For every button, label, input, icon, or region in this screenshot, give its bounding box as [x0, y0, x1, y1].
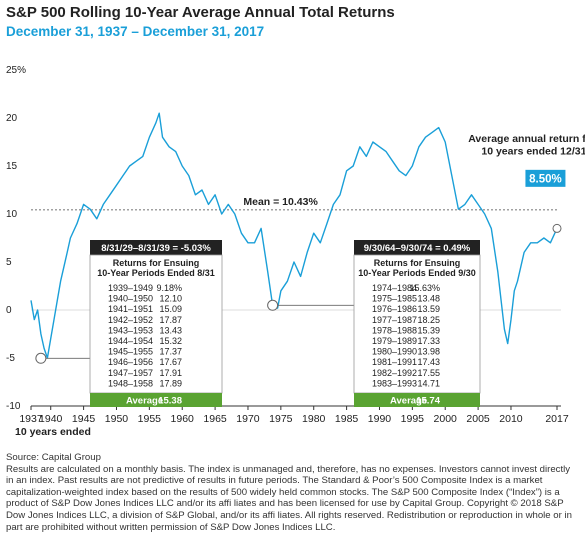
x-tick-label: 1980 [302, 413, 326, 425]
table-right-header: 9/30/64–9/30/74 = 0.49% [364, 243, 471, 254]
table-right-row-period: 1980–1990 [372, 347, 417, 357]
x-tick-label: 2005 [466, 413, 490, 425]
table-left-subheader-1: Returns for Ensuing [113, 258, 200, 268]
table-right-row-period: 1981–1991 [372, 357, 417, 367]
table-right-row-value: 13.48 [417, 294, 440, 304]
x-tick-label: 2010 [499, 413, 523, 425]
x-axis-label: 10 years ended [15, 426, 91, 438]
x-tick-label: 1990 [368, 413, 392, 425]
source-note: Source: Capital Group [6, 452, 101, 463]
series-line [30, 112, 558, 359]
mean-label: Mean = 10.43% [243, 196, 318, 208]
table-right-row-period: 1974–1984 [372, 283, 417, 293]
table-right-row-period: 1983–1993 [372, 378, 417, 388]
table-left-header-bg [90, 240, 222, 255]
x-tick-label: 2000 [434, 413, 458, 425]
table-right-row-value: 15.63% [409, 283, 440, 293]
x-tick-label: 1955 [138, 413, 162, 425]
table-right-row-value: 17.43 [417, 357, 440, 367]
table-right-header-bg [354, 240, 480, 255]
y-tick-label: 10 [6, 209, 18, 220]
table-right-row-period: 1982–1992 [372, 368, 417, 378]
table-right-row-period: 1976–1986 [372, 304, 417, 314]
x-tick-label: 1950 [105, 413, 129, 425]
table-left-row-period: 1948–1958 [108, 378, 153, 388]
y-tick-label: 15 [6, 161, 18, 172]
x-tick-label: 2017 [545, 413, 569, 425]
table-left-average-label: Average [126, 396, 163, 407]
table-left-row-value: 17.67 [159, 357, 182, 367]
x-tick-label: 1965 [203, 413, 227, 425]
table-left-average-bg [90, 393, 222, 407]
table-left-average-value: 15.38 [158, 396, 182, 407]
chart-title: S&P 500 Rolling 10-Year Average Annual T… [6, 4, 395, 21]
table-right-row-period: 1977–1987 [372, 315, 417, 325]
table-right-average-bg [354, 393, 480, 407]
y-tick-label: -5 [6, 353, 15, 364]
table-right-row-value: 13.98 [417, 347, 440, 357]
disclaimer-text: Results are calculated on a monthly basi… [6, 463, 572, 533]
table-right-average-label: Average [390, 396, 427, 407]
y-tick-label: 20 [6, 113, 18, 124]
table-right-row-value: 17.33 [417, 336, 440, 346]
table-right-row-value: 18.25 [417, 315, 440, 325]
y-tick-label: 25% [6, 65, 26, 76]
table-right-row-value: 17.55 [417, 368, 440, 378]
table-left-row-period: 1947–1957 [108, 368, 153, 378]
table-left-subheader-2: 10-Year Periods Ended 8/31 [97, 268, 215, 278]
x-tick-label: 1970 [236, 413, 260, 425]
table-left-row-value: 15.32 [159, 336, 182, 346]
x-tick-label: 1995 [401, 413, 425, 425]
table-right-row-period: 1978–1988 [372, 325, 417, 335]
footnotes: Source: Capital Group Results are calcul… [6, 452, 580, 533]
x-tick-label: 1945 [72, 413, 96, 425]
table-right-body [353, 254, 481, 394]
table-left-marker [35, 352, 47, 364]
table-left-row-value: 9.18% [156, 283, 182, 293]
table-left-row-value: 12.10 [159, 294, 182, 304]
table-left-body [89, 254, 223, 394]
table-right-marker [267, 299, 279, 311]
table-right-row-value: 14.71 [417, 378, 440, 388]
table-right-subheader-1: Returns for Ensuing [374, 258, 461, 268]
table-left-row-period: 1942–1952 [108, 315, 153, 325]
x-tick-label: 1940 [39, 413, 63, 425]
y-tick-label: 5 [6, 257, 12, 268]
table-right-row-period: 1979–1989 [372, 336, 417, 346]
table-right-row-period: 1975–1985 [372, 294, 417, 304]
current-marker [552, 223, 562, 233]
table-right-row-value: 15.39 [417, 325, 440, 335]
table-left-row-period: 1943–1953 [108, 325, 153, 335]
x-tick-label: 1937 [19, 413, 43, 425]
table-left-row-value: 13.43 [159, 325, 182, 335]
table-left-row-period: 1941–1951 [108, 304, 153, 314]
current-value: 8.50% [529, 173, 562, 185]
table-right-subheader-2: 10-Year Periods Ended 9/30 [358, 268, 476, 278]
y-tick-label: -10 [6, 401, 21, 412]
table-left-row-value: 17.91 [159, 368, 182, 378]
table-left-row-period: 1946–1956 [108, 357, 153, 367]
table-left-row-value: 17.87 [159, 315, 182, 325]
table-right-average-value: 15.74 [416, 396, 440, 407]
current-value-box [525, 169, 566, 187]
table-left-header: 8/31/29–8/31/39 = -5.03% [101, 243, 211, 254]
current-label-line2: 10 years ended 12/31/17 [481, 145, 585, 157]
table-left-row-value: 17.89 [159, 378, 182, 388]
chart-subtitle: December 31, 1937 – December 31, 2017 [6, 24, 265, 39]
y-tick-label: 0 [6, 305, 12, 316]
table-left-row-period: 1945–1955 [108, 347, 153, 357]
table-left-row-period: 1939–1949 [108, 283, 153, 293]
table-left-row-value: 15.09 [159, 304, 182, 314]
table-left-row-period: 1940–1950 [108, 294, 153, 304]
x-tick-label: 1985 [335, 413, 359, 425]
table-left-row-period: 1944–1954 [108, 336, 153, 346]
table-right-row-value: 13.59 [417, 304, 440, 314]
x-tick-label: 1960 [171, 413, 195, 425]
table-left-row-value: 17.37 [159, 347, 182, 357]
x-tick-label: 1975 [269, 413, 293, 425]
current-label-line1: Average annual return for [468, 133, 585, 145]
